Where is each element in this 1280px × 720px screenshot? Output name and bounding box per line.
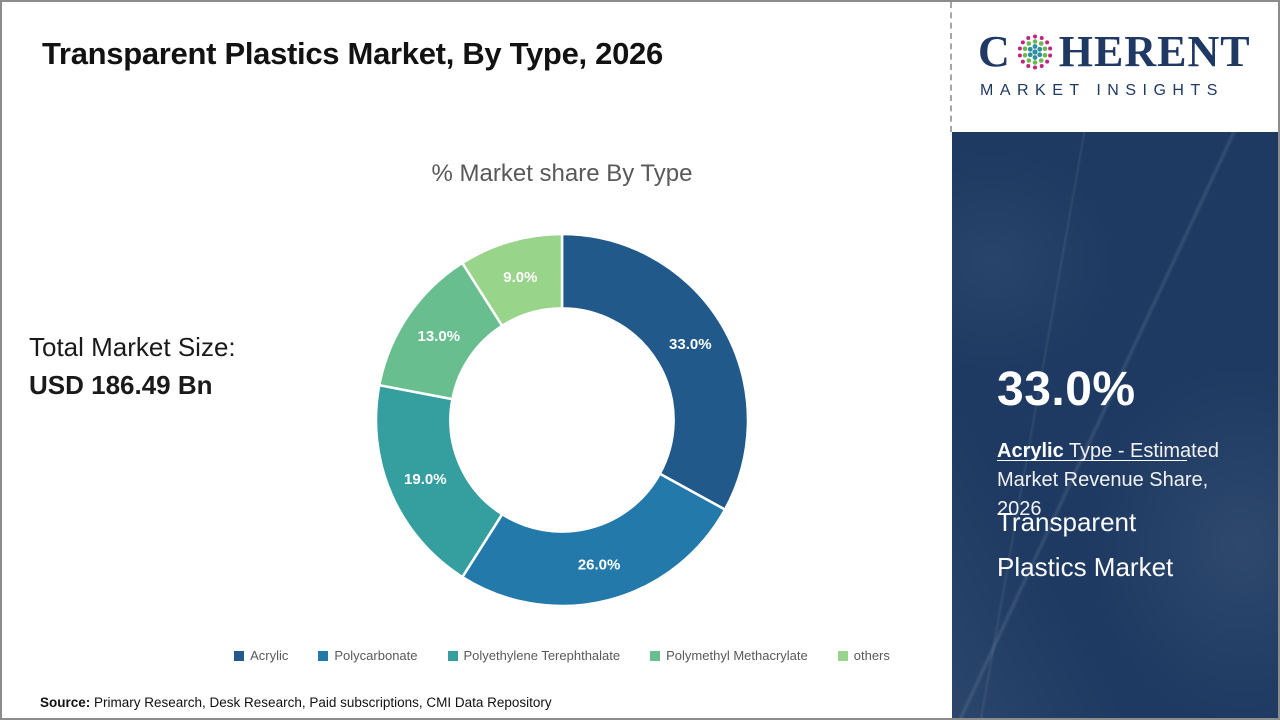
donut-slice-acrylic <box>560 232 750 511</box>
donut-slice-others <box>461 232 564 328</box>
sidebar-divider <box>997 460 1187 461</box>
total-market-size-value: USD 186.49 Bn <box>29 370 213 400</box>
legend-label: Polycarbonate <box>334 648 418 663</box>
logo-area: C HERENT MARKET INSIGHTS <box>950 2 1278 132</box>
slice-label: 9.0% <box>503 269 537 286</box>
donut-slice-polycarbonate <box>461 472 727 608</box>
world-map-texture <box>952 132 1278 718</box>
chart-legend: Acrylic Polycarbonate Polyethylene Terepht… <box>182 648 942 663</box>
legend-item-polyethylene-terephthalate: Polyethylene Terephthalate <box>447 648 621 663</box>
slice-label: 26.0% <box>578 556 621 573</box>
legend-label: Acrylic <box>250 648 289 663</box>
legend-swatch <box>447 650 458 661</box>
slice-label: 19.0% <box>404 471 447 488</box>
brand-letters-rest: HERENT <box>1058 27 1251 76</box>
legend-swatch <box>650 650 661 661</box>
donut-chart-svg: 33.0% 26.0% 19.0% 13.0% 9.0% <box>374 232 750 608</box>
brand-logo: C HERENT <box>978 30 1251 74</box>
highlight-stat-value: 33.0% <box>997 363 1136 416</box>
source-line: Source: Primary Research, Desk Research,… <box>40 695 552 710</box>
legend-swatch <box>837 650 848 661</box>
source-label: Source: <box>40 695 91 710</box>
brand-letter-c: C <box>978 27 1011 76</box>
stat-description-rest: Type - Estimated Market Revenue Share, 2… <box>997 440 1219 520</box>
source-text: Primary Research, Desk Research, Paid su… <box>90 695 552 710</box>
slice-label: 13.0% <box>418 328 461 345</box>
legend-item-others: others <box>837 648 890 663</box>
brand-tagline: MARKET INSIGHTS <box>980 82 1224 99</box>
stat-segment-name: Acrylic <box>997 440 1064 462</box>
slice-label: 33.0% <box>669 336 712 353</box>
page-title: Transparent Plastics Market, By Type, 20… <box>42 36 663 71</box>
total-market-size-label: Total Market Size: <box>29 332 236 362</box>
legend-swatch <box>234 650 245 661</box>
legend-label: others <box>853 648 890 663</box>
market-name-line1: Transparent <box>997 507 1137 537</box>
highlight-sidebar: 33.0% Acrylic Type - Estimated Market Re… <box>952 132 1278 718</box>
chart-title: % Market share By Type <box>431 160 693 187</box>
market-name-line2: Plastics Market <box>997 552 1174 582</box>
legend-swatch <box>318 650 329 661</box>
legend-item-polymethyl-methacrylate: Polymethyl Methacrylate <box>650 648 808 663</box>
legend-label: Polymethyl Methacrylate <box>666 648 808 663</box>
total-market-size-block: Total Market Size: USD 186.49 Bn <box>29 328 236 404</box>
donut-chart: 33.0% 26.0% 19.0% 13.0% 9.0% <box>352 210 772 630</box>
highlight-stat-description: Acrylic Type - Estimated Market Revenue … <box>997 437 1242 524</box>
legend-label: Polyethylene Terephthalate <box>463 648 621 663</box>
legend-item-polycarbonate: Polycarbonate <box>318 648 418 663</box>
market-name: Transparent Plastics Market <box>997 500 1173 590</box>
legend-item-acrylic: Acrylic <box>234 648 288 663</box>
globe-dots-icon <box>1017 34 1052 70</box>
